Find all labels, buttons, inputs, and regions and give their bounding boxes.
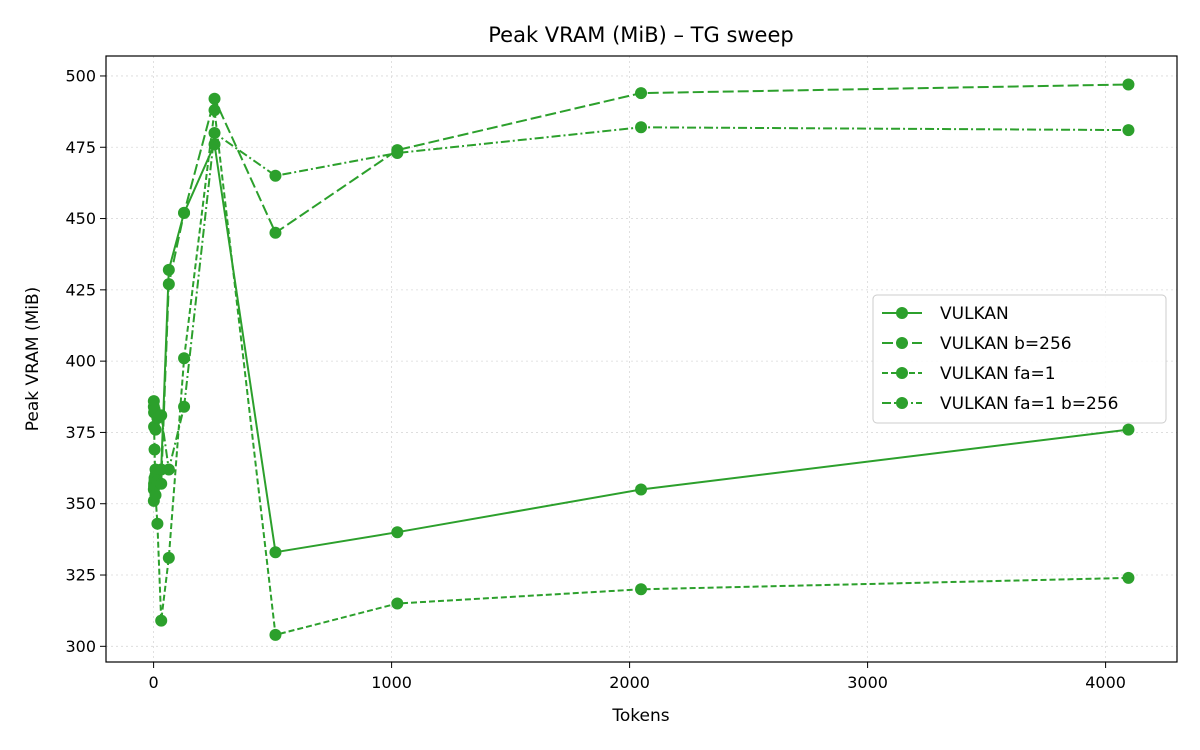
x-axis-label: Tokens: [611, 706, 669, 726]
data-point: [1122, 78, 1135, 91]
data-point: [1122, 571, 1135, 584]
data-point: [162, 551, 175, 564]
data-point: [635, 583, 648, 596]
data-point: [269, 169, 282, 182]
data-point: [269, 546, 282, 559]
data-point: [155, 409, 168, 422]
data-point: [148, 443, 161, 456]
x-tick-label: 2000: [609, 673, 650, 692]
legend-swatch-marker: [896, 337, 908, 349]
plot-frame: [105, 55, 1178, 663]
y-tick-label: 500: [65, 66, 96, 85]
data-point: [1122, 423, 1135, 436]
x-tick-label: 0: [149, 673, 159, 692]
data-point: [391, 597, 404, 610]
data-point: [162, 463, 175, 476]
data-point: [155, 477, 168, 490]
axis-ticks: 0 1000 2000 3000 4000 300 325 350 375 400 425 450 47…: [65, 66, 1126, 692]
data-point: [162, 263, 175, 276]
data-point: [635, 87, 648, 100]
series-3: [147, 104, 1135, 641]
data-point: [391, 526, 404, 539]
x-tick-label: 3000: [847, 673, 888, 692]
y-axis-label: Peak VRAM (MiB): [23, 287, 43, 432]
data-point: [1122, 124, 1135, 137]
data-point: [149, 423, 162, 436]
legend-label: VULKAN fa=1 b=256: [940, 394, 1119, 414]
legend-box: [872, 294, 1167, 424]
data-point: [208, 92, 221, 105]
legend-label: VULKAN b=256: [940, 334, 1072, 354]
x-tick-label: 4000: [1085, 673, 1126, 692]
data-point: [635, 121, 648, 134]
data-point: [149, 463, 162, 476]
data-point: [635, 483, 648, 496]
data-point: [391, 146, 404, 159]
y-tick-label: 300: [65, 637, 96, 656]
legend-swatch-marker: [896, 397, 908, 409]
y-tick-label: 375: [65, 423, 96, 442]
legend: VULKAN VULKAN b=256 VULKAN fa=1 VULKAN fa=1…: [872, 294, 1167, 424]
y-tick-label: 475: [65, 138, 96, 157]
data-point: [178, 206, 191, 219]
x-tick-label: 1000: [371, 673, 412, 692]
y-tick-label: 325: [65, 566, 96, 585]
data-point: [269, 628, 282, 641]
y-tick-label: 450: [65, 209, 96, 228]
data-point: [151, 517, 164, 530]
y-tick-label: 400: [65, 352, 96, 371]
chart-title: Peak VRAM (MiB) – TG sweep: [488, 23, 793, 47]
legend-label: VULKAN fa=1: [940, 364, 1056, 384]
legend-swatch-marker: [896, 307, 908, 319]
data-point: [147, 395, 160, 408]
data-point: [178, 352, 191, 365]
series-2: [147, 78, 1135, 507]
data-point: [208, 126, 221, 139]
legend-swatch-marker: [896, 367, 908, 379]
data-point: [208, 104, 221, 117]
legend-label: VULKAN: [940, 304, 1009, 324]
series-4: [147, 121, 1135, 476]
data-point: [162, 278, 175, 291]
data-point: [149, 489, 162, 502]
y-tick-label: 350: [65, 494, 96, 513]
y-tick-label: 425: [65, 280, 96, 299]
data-point: [178, 400, 191, 413]
data-point: [269, 226, 282, 239]
data-point: [155, 614, 168, 627]
grid-lines: [106, 56, 1177, 662]
series-layer: [147, 78, 1135, 641]
